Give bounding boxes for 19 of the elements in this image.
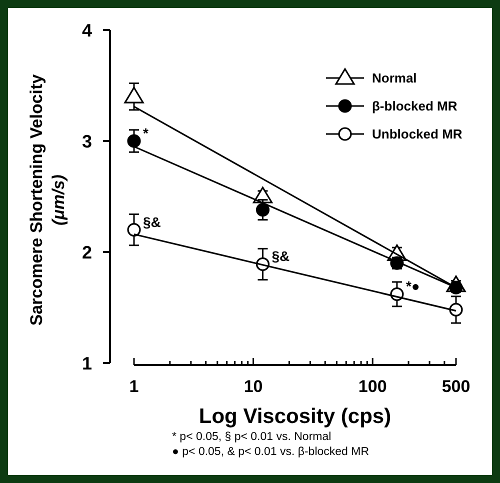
y-tick-label: 2 xyxy=(82,242,92,262)
annotation: §& xyxy=(143,214,161,230)
x-tick-label: 500 xyxy=(442,377,470,396)
y-tick-label: 3 xyxy=(82,131,92,152)
annotation: *● xyxy=(406,278,420,294)
x-tick-label: 100 xyxy=(358,377,387,396)
legend-label: Normal xyxy=(372,70,417,86)
annotation: §& xyxy=(272,248,290,264)
text: * p< 0.05, § p< 0.01 vs. Normal xyxy=(172,431,332,443)
legend-label: β-blocked MR xyxy=(372,98,458,114)
x-tick-label: 1 xyxy=(129,377,139,396)
legend-label: Unblocked MR xyxy=(372,126,463,142)
y-tick-label: 4 xyxy=(82,20,92,40)
text: ● p< 0.05, & p< 0.01 vs. β-blocked MR xyxy=(172,446,370,458)
x-axis-title: Log Viscosity (cps) xyxy=(198,405,392,428)
x-tick-label: 10 xyxy=(244,377,263,396)
y-tick-label: 1 xyxy=(82,353,92,374)
y-axis-title: Sarcomere Shortening Velocity (μm/s) xyxy=(27,74,68,326)
annotation: * xyxy=(143,125,149,141)
